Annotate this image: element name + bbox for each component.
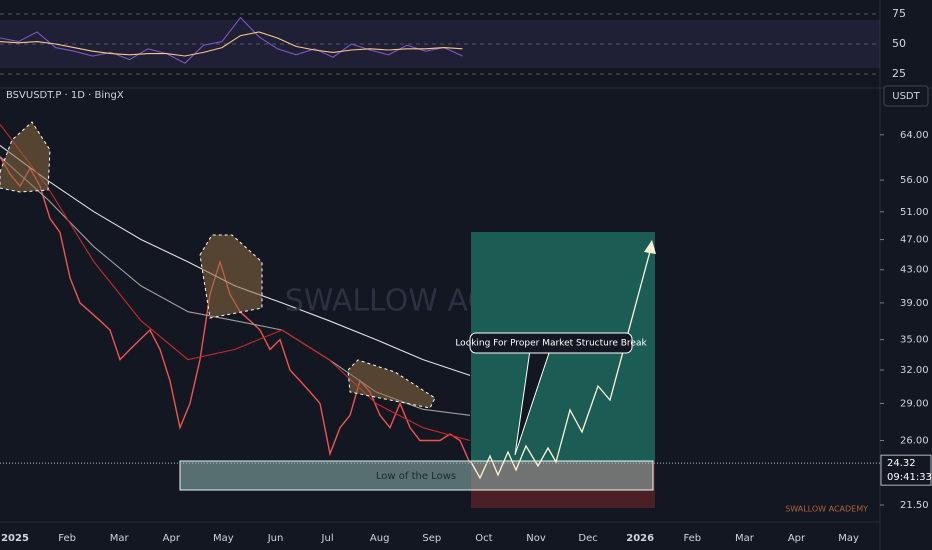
callout-text: Looking For Proper Market Structure Brea… bbox=[455, 339, 647, 349]
y-tick-label: 32.00 bbox=[900, 365, 929, 376]
callout-box bbox=[469, 332, 633, 354]
y-tick-label: 29.00 bbox=[900, 398, 929, 409]
brand: SWALLOW ACADEMY bbox=[785, 505, 868, 514]
x-tick-label: Aug bbox=[370, 533, 390, 544]
rsi-line bbox=[0, 31, 463, 57]
countdown: 09:41:33 bbox=[887, 472, 932, 483]
y-tick-label: 39.00 bbox=[900, 298, 929, 309]
y-tick-label: 47.00 bbox=[900, 235, 929, 246]
x-tick-label: May bbox=[838, 533, 859, 544]
y-tick-label: 51.00 bbox=[900, 207, 929, 218]
zone-label: Low of the Lows bbox=[376, 471, 456, 482]
y-tick-label: 25 bbox=[892, 67, 906, 80]
x-tick-label: Sep bbox=[422, 533, 441, 544]
x-tick-label: Oct bbox=[475, 533, 492, 544]
x-tick-label: Mar bbox=[110, 533, 130, 544]
x-tick-label: Dec bbox=[578, 533, 597, 544]
y-tick-label: 43.00 bbox=[900, 265, 929, 276]
x-tick-label: Nov bbox=[526, 533, 546, 544]
highlight bbox=[347, 359, 436, 409]
currency-box[interactable] bbox=[883, 85, 929, 107]
currency: USDT bbox=[892, 91, 920, 102]
rsi-line bbox=[0, 16, 463, 64]
highlight bbox=[0, 121, 51, 193]
y-tick-label: 50 bbox=[892, 37, 906, 50]
arrow-head bbox=[644, 240, 656, 254]
x-tick-label: May bbox=[213, 533, 234, 544]
symbol: BSVUSDT.P · 1D · BingX bbox=[6, 90, 124, 101]
x-tick-label: 2026 bbox=[626, 533, 654, 544]
x-tick-label: Feb bbox=[683, 533, 701, 544]
x-tick-label: Mar bbox=[735, 533, 755, 544]
low-zone bbox=[179, 460, 654, 491]
y-tick-label: 26.00 bbox=[900, 435, 929, 446]
y-tick-label: 56.00 bbox=[900, 175, 929, 186]
x-tick-label: Jul bbox=[321, 533, 334, 544]
x-tick-label: Apr bbox=[788, 533, 806, 544]
x-tick-label: 2025 bbox=[1, 533, 29, 544]
x-tick-label: Apr bbox=[163, 533, 181, 544]
y-tick-label: 75 bbox=[892, 7, 906, 20]
last-price: 24.32 bbox=[887, 458, 916, 469]
last-price-box bbox=[880, 454, 932, 486]
y-tick-label: 35.00 bbox=[900, 335, 929, 346]
x-tick-label: Feb bbox=[58, 533, 76, 544]
moving-average bbox=[0, 123, 471, 442]
y-tick-label: 64.00 bbox=[900, 130, 929, 141]
x-tick-label: Jun bbox=[267, 533, 284, 544]
y-tick-label: 21.50 bbox=[900, 500, 929, 511]
projection-path bbox=[470, 243, 653, 480]
highlight bbox=[199, 234, 263, 319]
